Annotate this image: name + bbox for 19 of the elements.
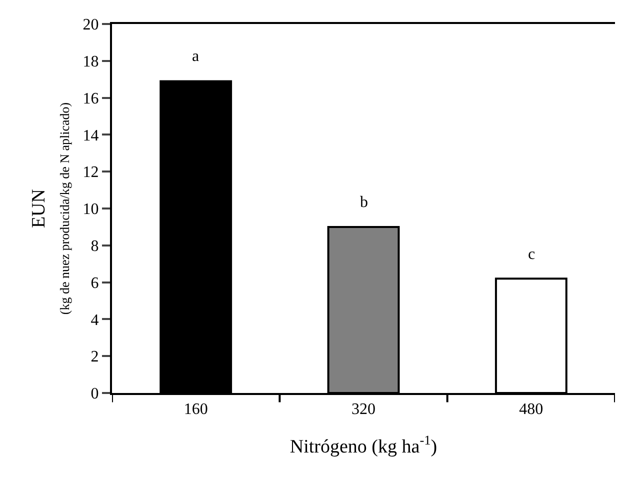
y-tick-label: 18 <box>82 54 99 70</box>
y-tick-label: 2 <box>90 348 99 366</box>
y-axis-title: EUN (kg de nuez producida/kg de N aplicado) <box>28 102 72 315</box>
x-axis-title: Nitrógeno (kg ha$^{-1}$) <box>290 432 438 458</box>
y-tick-label: 4 <box>90 312 99 329</box>
y-tick-label: 14 <box>82 127 99 144</box>
annotation: b <box>360 194 368 211</box>
y-tick-label: 8 <box>90 238 99 255</box>
y-tick-label: 20 <box>82 16 99 34</box>
x-tick-label: 480 <box>519 401 544 418</box>
y-tick-label: 6 <box>90 274 99 292</box>
x-tick-label: 160 <box>184 401 208 418</box>
annotation: a <box>192 48 200 65</box>
y-tick-label: 0 <box>90 386 99 403</box>
x-tick-label: 320 <box>352 401 376 418</box>
y-tick-label: 10 <box>82 201 99 218</box>
y-tick-label: 16 <box>82 90 99 108</box>
annotation: c <box>528 246 536 263</box>
y-tick-label: 12 <box>82 164 99 182</box>
